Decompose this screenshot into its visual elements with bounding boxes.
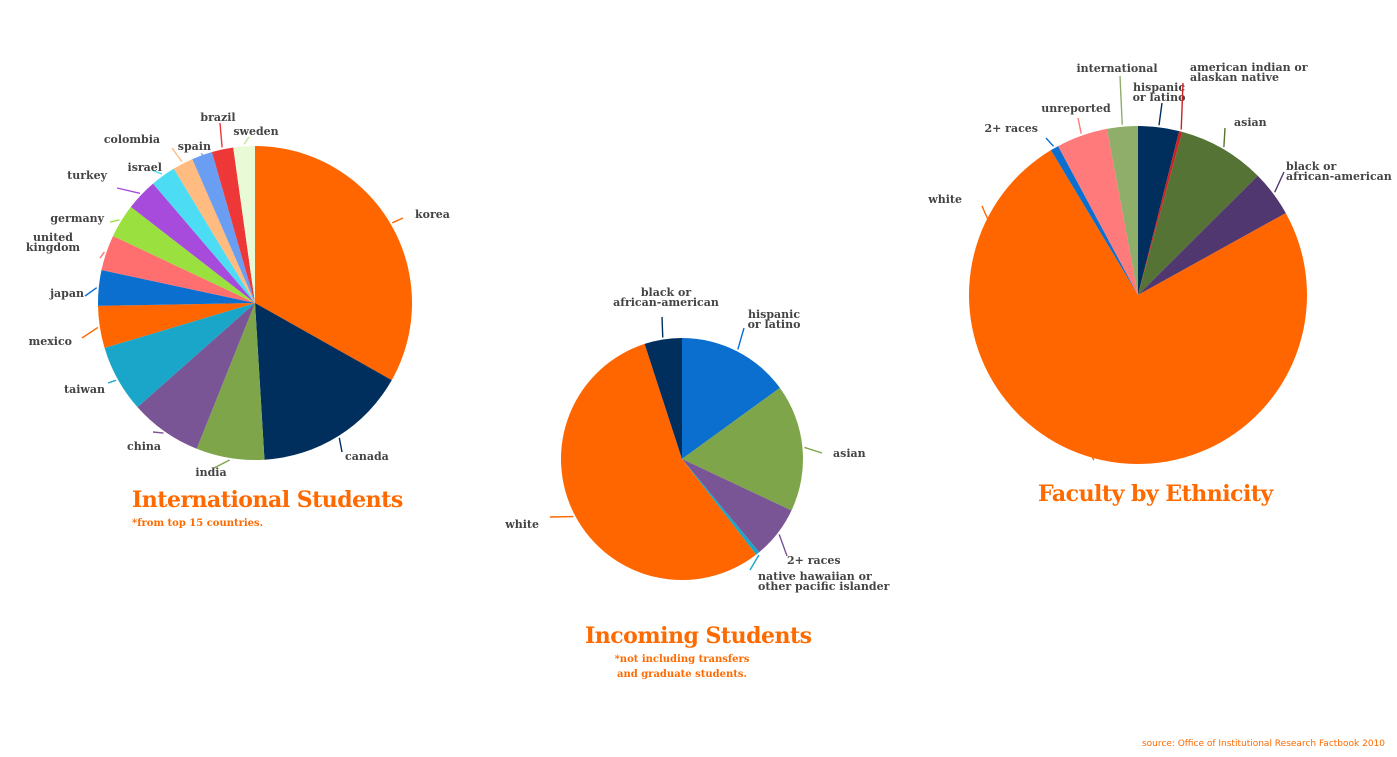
- slice-label-black-or-african-american: black or african-american: [613, 286, 719, 309]
- slice-label-2-races: 2+ races: [787, 554, 841, 567]
- slice-united-kingdom: [101, 235, 255, 303]
- slice-label-canada: canada: [345, 450, 389, 463]
- leader-line-asian: [804, 446, 823, 454]
- leader-line-black-or-african-american: [661, 316, 664, 338]
- slice-international: [1106, 126, 1138, 295]
- leader-line-hispanic-or-latino: [737, 327, 745, 350]
- slice-brazil: [211, 147, 255, 303]
- leader-line-colombia: [171, 147, 183, 163]
- slice-label-hispanic-or-latino: hispanic or latino: [1133, 81, 1186, 104]
- slice-label-white: white: [504, 518, 539, 531]
- slice-spain: [192, 152, 255, 303]
- slice-label-germany: germany: [50, 212, 104, 225]
- leader-line-hispanic-or-latino: [1158, 102, 1163, 126]
- slice-label-korea: korea: [415, 208, 450, 221]
- slice-japan: [98, 270, 255, 306]
- international-students-pie: korea canada india china taiwan mexico japan un…: [26, 111, 450, 479]
- slice-label-spain: spain: [178, 140, 211, 153]
- leader-line-asian: [1223, 127, 1226, 148]
- slice-label-taiwan: taiwan: [64, 383, 105, 396]
- slice-korea: [255, 146, 413, 381]
- incoming-students-title: Incoming Students: [585, 623, 812, 649]
- source-note: source: Office of Institutional Research…: [1141, 739, 1385, 749]
- leader-line-spain: [200, 152, 204, 157]
- leader-line-india: [213, 459, 230, 469]
- leader-line-taiwan: [107, 379, 117, 384]
- leader-line-sweden: [243, 136, 250, 145]
- leader-line-white: [981, 205, 1095, 461]
- slice-label-mexico: mexico: [29, 335, 72, 348]
- slice-label-brazil: brazil: [200, 111, 235, 124]
- slice-label-asian: asian: [833, 447, 866, 460]
- slice-label-black-or-african-american: black or african-american: [1286, 160, 1392, 183]
- slice-white: [969, 150, 1307, 465]
- slice-colombia: [173, 159, 255, 303]
- slice-label-asian: asian: [1234, 116, 1267, 129]
- leader-line-2-races: [1045, 137, 1055, 147]
- leader-line-american-indian-or-alaskan-native: [1180, 82, 1184, 130]
- slice-india: [196, 303, 265, 460]
- leader-line-united-kingdom: [99, 251, 105, 259]
- slice-taiwan: [104, 303, 255, 408]
- leader-line-korea: [392, 217, 404, 224]
- slice-canada: [255, 303, 392, 460]
- slice-germany: [113, 206, 255, 303]
- slice-label-sweden: sweden: [233, 125, 278, 138]
- slice-hispanic-or-latino: [682, 338, 780, 459]
- slice-label-israel: israel: [128, 161, 162, 174]
- incoming-students-note-line1: *not including transfers: [614, 654, 750, 665]
- slice-label-white: white: [927, 193, 962, 206]
- slice-label-turkey: turkey: [67, 169, 107, 182]
- leader-line-china: [152, 431, 164, 434]
- slice-label-unreported: unreported: [1041, 102, 1111, 115]
- slice-sweden: [233, 146, 255, 303]
- slice-label-international: international: [1076, 62, 1157, 75]
- slice-label-japan: japan: [49, 287, 84, 300]
- slice-label-american-indian-or-alaskan-native: american indian or alaskan native: [1190, 61, 1308, 84]
- leader-line-brazil: [219, 122, 223, 148]
- leader-line-native-hawaiian-or-other-pacific-islander: [749, 554, 760, 571]
- slice-israel: [153, 168, 255, 303]
- slice-unreported: [1058, 128, 1138, 295]
- leader-line-turkey: [116, 187, 141, 195]
- slice-asian: [1138, 131, 1258, 295]
- slice-asian: [682, 387, 803, 511]
- slice-label-2-races: 2+ races: [984, 122, 1038, 135]
- slice-label-united-kingdom: united kingdom: [26, 231, 81, 254]
- faculty-ethnicity-title: Faculty by Ethnicity: [1038, 481, 1273, 507]
- leader-line-black-or-african-american: [1274, 171, 1285, 193]
- leader-line-mexico: [81, 326, 99, 339]
- leader-line-international: [1119, 75, 1123, 125]
- leader-line-japan: [84, 287, 98, 297]
- slice-american-indian-or-alaskan-native: [1138, 131, 1183, 295]
- leader-line-germany: [109, 219, 120, 223]
- slice-2-races: [682, 459, 792, 553]
- slice-hispanic-or-latino: [1138, 126, 1180, 295]
- slice-black-or-african-american: [1138, 175, 1286, 295]
- leader-line-2-races: [778, 534, 788, 557]
- incoming-students-pie: hispanic or latino asian 2+ races native haw…: [504, 286, 889, 593]
- slice-label-india: india: [195, 466, 226, 479]
- slice-label-hispanic-or-latino: hispanic or latino: [748, 308, 801, 331]
- slice-black-or-african-american: [644, 338, 682, 459]
- leader-line-unreported: [1077, 117, 1082, 134]
- slice-native-hawaiian-or-other-pacific-islander: [682, 459, 760, 555]
- slice-2-races: [1050, 146, 1138, 295]
- slice-label-native-hawaiian-or-other-pacific-islander: native hawaiian or other pacific islander: [758, 570, 890, 593]
- leader-line-israel: [151, 169, 163, 175]
- incoming-students-note-line2: and graduate students.: [616, 669, 748, 680]
- international-students-title: International Students: [132, 487, 403, 513]
- slice-white: [561, 343, 757, 580]
- slice-label-colombia: colombia: [104, 133, 160, 146]
- slice-china: [137, 303, 255, 449]
- leader-line-canada: [338, 437, 343, 453]
- slice-label-china: china: [127, 440, 161, 453]
- international-students-note: *from top 15 countries.: [132, 518, 264, 529]
- slice-turkey: [130, 183, 255, 303]
- slice-mexico: [98, 303, 255, 348]
